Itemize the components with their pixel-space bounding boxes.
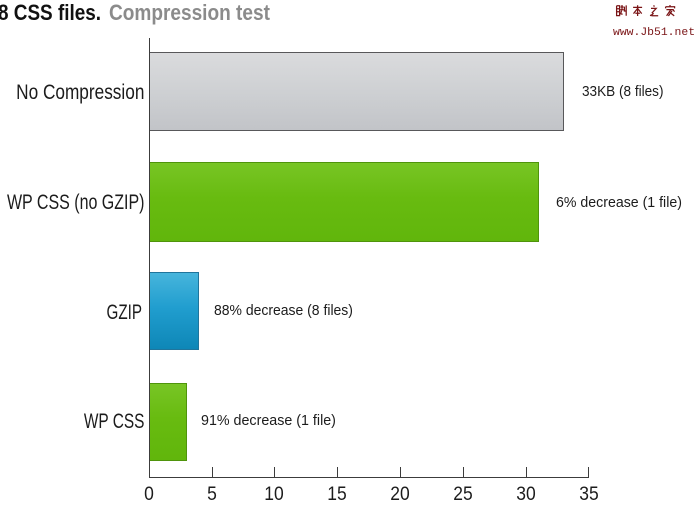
- svg-text:www.Jb51.net: www.Jb51.net: [613, 27, 694, 38]
